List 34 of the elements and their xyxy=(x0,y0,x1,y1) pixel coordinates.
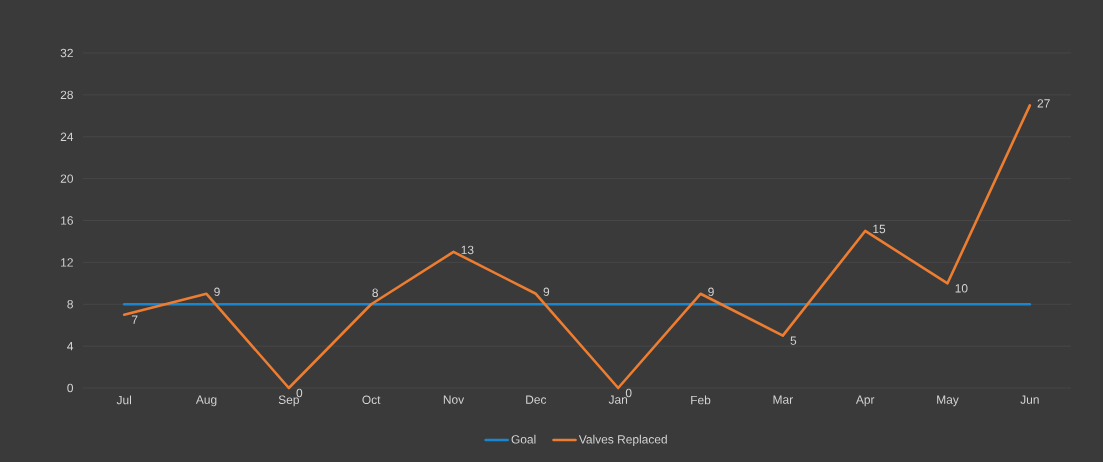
x-tick-label: May xyxy=(937,395,959,407)
data-label: 13 xyxy=(461,245,474,255)
y-tick-label: 20 xyxy=(60,174,74,183)
data-label: 0 xyxy=(625,388,632,398)
x-tick-label: Nov xyxy=(443,395,465,404)
x-tick-label: Feb xyxy=(691,395,711,405)
x-tick-label: Dec xyxy=(526,395,547,404)
x-tick-label: Jul xyxy=(116,395,132,405)
data-label: 9 xyxy=(543,287,550,297)
y-tick-label: 28 xyxy=(60,90,73,100)
y-tick-label: 8 xyxy=(67,300,73,309)
y-tick-label: 24 xyxy=(60,132,74,141)
y-tick-label: 32 xyxy=(60,48,73,58)
y-tick-label: 4 xyxy=(67,342,74,351)
data-label: 15 xyxy=(873,224,886,234)
line-series xyxy=(122,104,1032,390)
data-label: 8 xyxy=(372,288,378,298)
y-tick-label: 0 xyxy=(67,383,74,393)
data-label: 9 xyxy=(708,287,714,297)
x-tick-label: Oct xyxy=(362,395,381,404)
data-label: 9 xyxy=(214,287,220,297)
data-label: 10 xyxy=(955,284,968,293)
legend-label: Valves Replaced xyxy=(578,434,667,446)
legend-label: Goal xyxy=(511,434,536,444)
x-tick-label: Jan xyxy=(608,395,628,404)
x-tick-label: Mar xyxy=(773,395,793,404)
x-tick-label: Aug xyxy=(195,395,217,407)
x-tick-label: Apr xyxy=(855,395,875,407)
data-label: 7 xyxy=(131,315,138,324)
x-tick-label: Jun xyxy=(1020,395,1039,404)
y-tick-label: 12 xyxy=(61,258,73,267)
y-tick-label: 16 xyxy=(61,216,73,225)
data-label: 5 xyxy=(790,336,797,345)
data-label: 27 xyxy=(1037,99,1050,108)
